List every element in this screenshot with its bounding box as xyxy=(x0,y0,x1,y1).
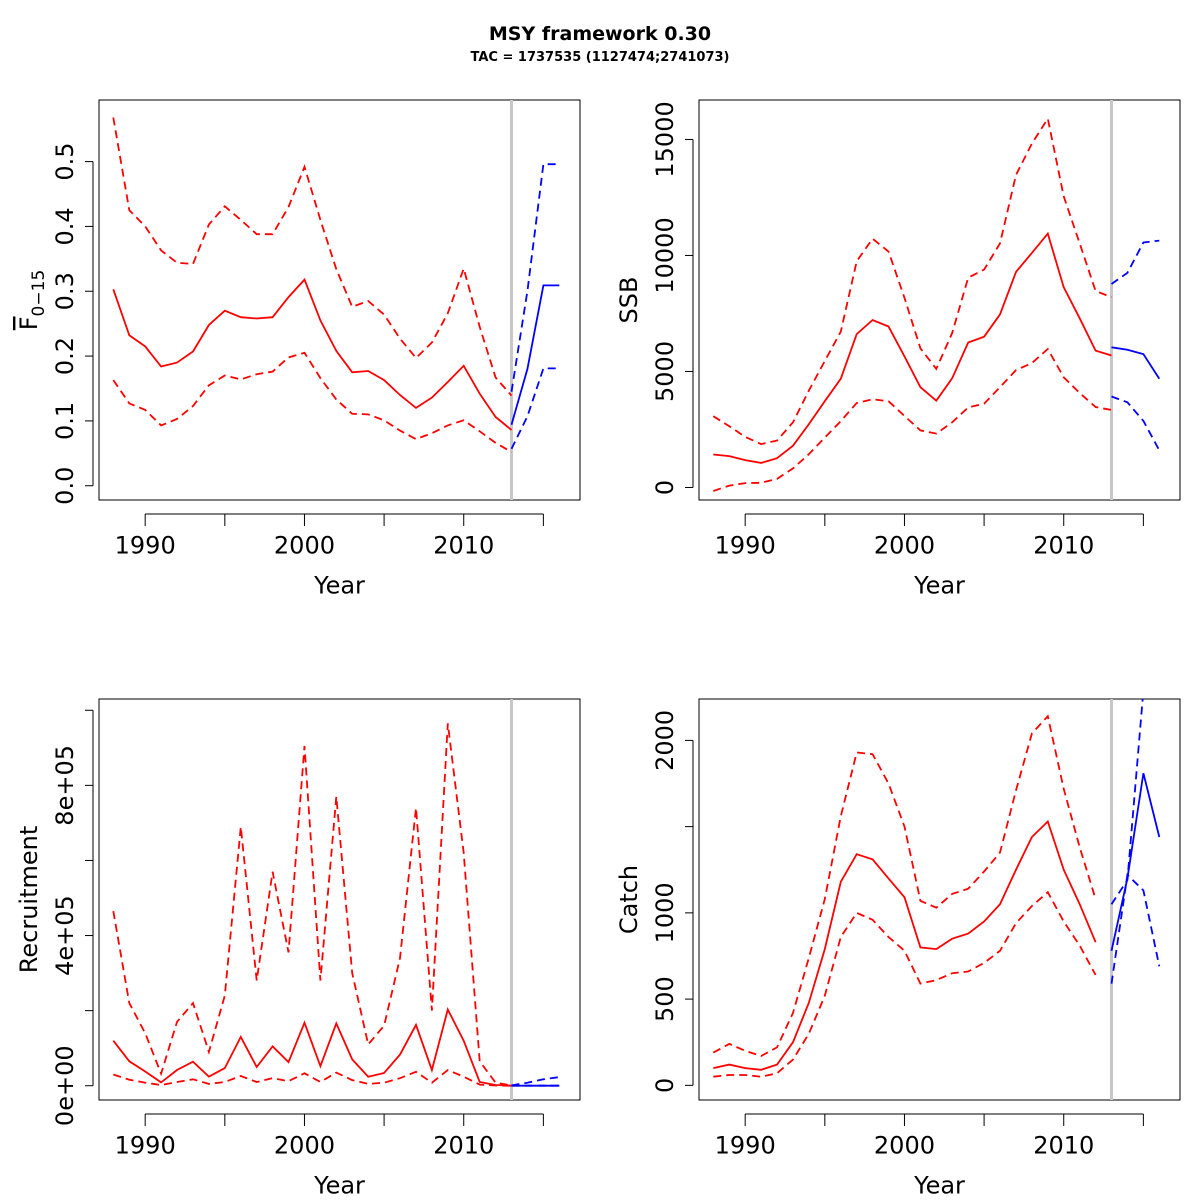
y-tick-label: 0.4 xyxy=(51,207,79,245)
x-tick-label: 2010 xyxy=(1033,1132,1094,1160)
series-group-catch xyxy=(712,699,1161,1078)
series-forecast-upper-line xyxy=(510,163,560,392)
y-tick-label: 500 xyxy=(651,976,679,1022)
x-axis-label: Year xyxy=(313,572,365,600)
y-tick-label: 4e+05 xyxy=(51,895,79,976)
x-tick-label: 1990 xyxy=(715,532,776,560)
y-tick-label: 0.1 xyxy=(51,402,79,440)
series-historical-upper-line xyxy=(112,117,513,397)
series-historical-upper-line xyxy=(712,714,1097,1057)
y-axis-label: SSB xyxy=(615,277,643,324)
x-tick-label: 2010 xyxy=(1033,532,1094,560)
series-historical-lower-line xyxy=(113,1068,512,1087)
series-historical-lower-line xyxy=(713,890,1097,1078)
x-tick-label: 1990 xyxy=(715,1132,776,1160)
series-forecast-upper-line xyxy=(511,1076,560,1087)
x-axis-label: Year xyxy=(313,1172,365,1200)
panel-f: 1990 2000 2010 Year 0.0 0.1 0.2 0.3 0.4 0.5 F0−15 xyxy=(15,99,581,600)
x-tick-label: 2010 xyxy=(433,1132,494,1160)
plot-frame-recruitment xyxy=(98,698,581,1101)
series-forecast-upper-line xyxy=(1110,699,1144,905)
series-group-f xyxy=(112,117,560,453)
plot-frame-f xyxy=(98,99,581,501)
series-forecast-lower-line xyxy=(510,367,560,450)
plot-frame-ssb xyxy=(698,99,1181,501)
y-tick-label: 0.0 xyxy=(51,467,79,505)
series-forecast-lower-line xyxy=(1110,873,1161,984)
y-tick-label: 2000 xyxy=(651,710,679,771)
series-group-ssb xyxy=(712,116,1161,492)
x-tick-label: 1990 xyxy=(115,1132,176,1160)
series-historical-estimate-line xyxy=(112,277,513,431)
y-tick-label: 15000 xyxy=(651,101,679,177)
y-axis-label: Catch xyxy=(615,865,643,934)
y-tick-label: 5000 xyxy=(651,341,679,402)
y-axis-label: F0−15 xyxy=(15,270,49,331)
x-tick-label: 2000 xyxy=(274,1132,335,1160)
panel-ssb: 1990 2000 2010 Year 0 5000 10000 15000 SSB xyxy=(615,99,1181,600)
series-forecast-estimate-line xyxy=(1111,346,1161,380)
y-tick-label: 10000 xyxy=(651,217,679,293)
x-axis-label: Year xyxy=(913,572,965,600)
y-tick-label: 0.3 xyxy=(51,272,79,310)
y-tick-label: 0.2 xyxy=(51,337,79,375)
series-historical-lower-line xyxy=(713,347,1112,492)
series-forecast-upper-line xyxy=(1110,239,1160,285)
series-forecast-estimate-line xyxy=(1110,772,1161,951)
x-tick-label: 2000 xyxy=(874,1132,935,1160)
x-tick-label: 2000 xyxy=(274,532,335,560)
x-tick-label: 1990 xyxy=(115,532,176,560)
figure-title: MSY framework 0.30 xyxy=(489,23,711,45)
series-historical-estimate-line xyxy=(713,819,1097,1071)
series-forecast-estimate-line xyxy=(510,284,560,426)
x-tick-label: 2000 xyxy=(874,532,935,560)
x-tick-label: 2010 xyxy=(433,532,494,560)
series-historical-upper-line xyxy=(712,116,1112,446)
y-tick-label: 0 xyxy=(651,480,679,495)
series-historical-estimate-line xyxy=(713,231,1112,464)
series-group-recruitment xyxy=(112,723,560,1087)
series-forecast-lower-line xyxy=(1111,395,1161,451)
plot-frame-catch xyxy=(698,698,1181,1101)
y-tick-label: 0 xyxy=(651,1078,679,1093)
y-tick-label: 1000 xyxy=(651,882,679,943)
y-axis-label: Recruitment xyxy=(15,826,43,973)
y-tick-label: 8e+05 xyxy=(51,745,79,826)
series-historical-lower-line xyxy=(112,351,512,453)
panel-catch: 1990 2000 2010 Year 0 500 1000 2000 Catch xyxy=(615,698,1181,1200)
x-axis-label: Year xyxy=(913,1172,965,1200)
y-tick-label: 0e+00 xyxy=(51,1045,79,1126)
series-historical-estimate-line xyxy=(112,1006,512,1087)
y-tick-label: 0.5 xyxy=(51,143,79,181)
figure-subtitle: TAC = 1737535 (1127474;2741073) xyxy=(471,50,730,65)
panel-recruitment: 1990 2000 2010 Year 0e+00 4e+05 8e+05 Recruitme… xyxy=(15,698,581,1200)
series-historical-upper-line xyxy=(112,723,512,1087)
panels: 1990 2000 2010Year0.00.10.20.30.40.5F0−151… xyxy=(15,99,1181,1200)
